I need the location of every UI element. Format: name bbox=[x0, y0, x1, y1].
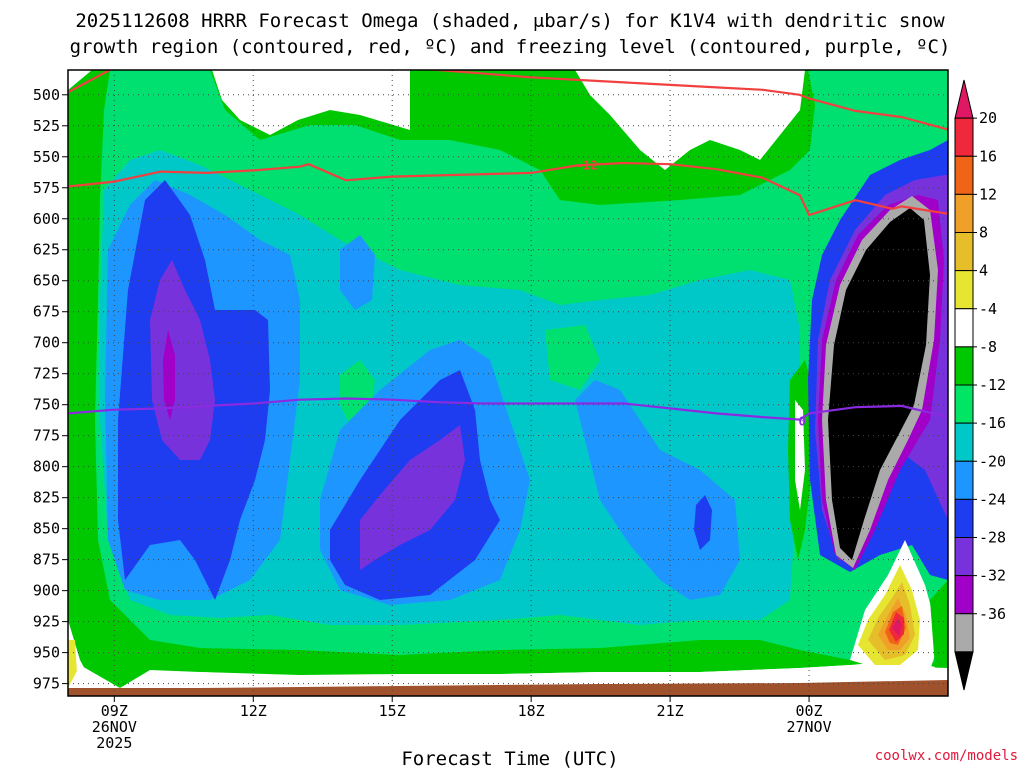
contour-line-upper-red bbox=[68, 70, 948, 131]
colorbar-label: -16 bbox=[979, 414, 1006, 432]
colorbar-label: -8 bbox=[979, 338, 997, 356]
y-tick-label: 525 bbox=[33, 117, 60, 135]
chart-title-line1: 2025112608 HRRR Forecast Omega (shaded, … bbox=[75, 10, 945, 32]
omega-shading bbox=[68, 70, 948, 696]
contour-lines: -12 0 bbox=[68, 70, 948, 429]
x-axis-label: Forecast Time (UTC) bbox=[401, 748, 618, 768]
colorbar-label: 4 bbox=[979, 262, 988, 280]
contour-line--12 bbox=[68, 161, 948, 217]
y-tick-label: 700 bbox=[33, 334, 60, 352]
colorbar-label: 20 bbox=[979, 109, 997, 127]
colorbar-swatch bbox=[954, 232, 974, 272]
colorbar-swatch bbox=[954, 384, 974, 424]
y-tick-label: 550 bbox=[33, 148, 60, 166]
colorbar-label: -24 bbox=[979, 490, 1006, 508]
colorbar-cap-top bbox=[954, 79, 974, 119]
omega-region-violet bbox=[150, 260, 215, 460]
y-tick-label: 775 bbox=[33, 427, 60, 445]
y-tick-label: 575 bbox=[33, 179, 60, 197]
y-tick-label: 950 bbox=[33, 644, 60, 662]
y-tick-label: 600 bbox=[33, 210, 60, 228]
omega-region-pink bbox=[892, 618, 902, 636]
colorbar-swatch bbox=[954, 308, 974, 348]
x-tick-label: 09Z bbox=[101, 702, 128, 720]
y-tick-label: 750 bbox=[33, 396, 60, 414]
y-tick-label: 675 bbox=[33, 303, 60, 321]
colorbar-swatch bbox=[954, 193, 974, 233]
watermark-link[interactable]: coolwx.com/models bbox=[875, 748, 1018, 764]
y-tick-label: 650 bbox=[33, 272, 60, 290]
colorbar-label: -4 bbox=[979, 300, 997, 318]
y-tick-label: 625 bbox=[33, 241, 60, 259]
x-tick-label: 18Z bbox=[518, 702, 545, 720]
colorbar-swatch bbox=[954, 155, 974, 195]
y-tick-label: 925 bbox=[33, 613, 60, 631]
x-tick-label: 12Z bbox=[240, 702, 267, 720]
x-tick-date: 26NOV bbox=[92, 718, 137, 736]
y-tick-label: 975 bbox=[33, 675, 60, 693]
y-axis: 500 525 550 575 600 625 650 675 700 725 750 775 800 8… bbox=[33, 86, 68, 693]
colorbar-label: 12 bbox=[979, 185, 997, 203]
colorbar-swatch bbox=[954, 537, 974, 577]
colorbar-label: -12 bbox=[979, 376, 1006, 394]
y-tick-label: 800 bbox=[33, 458, 60, 476]
omega-region-strong-black bbox=[828, 208, 930, 560]
colorbar-label: -28 bbox=[979, 529, 1006, 547]
colorbar-label: 16 bbox=[979, 147, 997, 165]
y-tick-label: 500 bbox=[33, 86, 60, 104]
omega-region-white-top1 bbox=[212, 70, 410, 135]
omega-region-white-top2 bbox=[575, 70, 805, 170]
omega-region-white-right-gap bbox=[795, 400, 805, 510]
colorbar-swatch bbox=[954, 460, 974, 500]
omega-region-violet-2 bbox=[360, 425, 465, 570]
x-tick-label: 00Z bbox=[796, 702, 823, 720]
x-tick-label: 15Z bbox=[379, 702, 406, 720]
y-tick-label: 900 bbox=[33, 582, 60, 600]
colorbar-cap-bottom bbox=[954, 651, 974, 691]
colorbar-swatch bbox=[954, 117, 974, 157]
colorbar-label: -36 bbox=[979, 605, 1006, 623]
grid-lines bbox=[68, 70, 948, 696]
plot-area: -12 0 bbox=[68, 70, 948, 696]
colorbar-swatch bbox=[954, 346, 974, 386]
x-tick-date: 27NOV bbox=[786, 718, 831, 736]
colorbar-swatch bbox=[954, 422, 974, 462]
y-tick-label: 850 bbox=[33, 520, 60, 538]
colorbar-swatch bbox=[954, 498, 974, 538]
colorbar: 20 16 12 8 4 -4 -8 -12 -16 -20 -24 -28 -32 -36 bbox=[954, 79, 1006, 691]
chart-title-line2: growth region (contoured, red, ºC) and f… bbox=[70, 36, 951, 58]
plot-frame bbox=[67, 69, 949, 697]
contour-line-0 bbox=[68, 397, 948, 421]
omega-region-right-green-pocket bbox=[930, 580, 948, 670]
colorbar-swatch bbox=[954, 575, 974, 615]
y-tick-label: 825 bbox=[33, 489, 60, 507]
y-tick-label: 725 bbox=[33, 365, 60, 383]
colorbar-swatch bbox=[954, 270, 974, 310]
y-tick-label: 875 bbox=[33, 551, 60, 569]
x-tick-year: 2025 bbox=[96, 734, 132, 752]
omega-region-light-blue-4 bbox=[340, 235, 375, 310]
omega-region-purple bbox=[163, 330, 175, 420]
contour-label: -12 bbox=[576, 158, 598, 172]
x-tick-label: 21Z bbox=[657, 702, 684, 720]
colorbar-label: -20 bbox=[979, 452, 1006, 470]
colorbar-label: 8 bbox=[979, 224, 988, 242]
colorbar-label: -32 bbox=[979, 567, 1006, 585]
omega-region-blue-3 bbox=[694, 495, 712, 550]
contour-label: 0 bbox=[798, 415, 805, 429]
colorbar-swatch bbox=[954, 613, 974, 653]
